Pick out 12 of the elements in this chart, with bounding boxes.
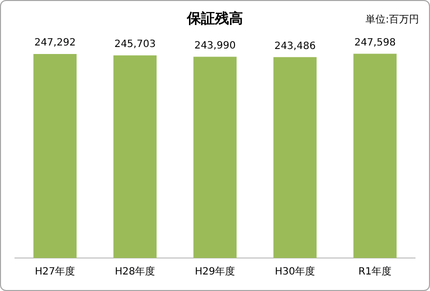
data-label: 243,486: [274, 40, 316, 52]
x-tick-label: H27年度: [34, 266, 76, 278]
x-tick-label: R1年度: [358, 266, 392, 278]
data-label: 243,990: [194, 40, 236, 52]
chart-title: 保証残高: [186, 10, 243, 28]
data-label: 247,292: [34, 38, 76, 49]
text: 単位:百万円: [366, 14, 419, 26]
x-tick-label: H30年度: [274, 266, 316, 278]
x-tick-label: H29年度: [194, 266, 236, 278]
data-label: 247,598: [354, 37, 396, 48]
data-label: 245,703: [114, 38, 156, 50]
x-tick-label: H28年度: [114, 266, 156, 278]
